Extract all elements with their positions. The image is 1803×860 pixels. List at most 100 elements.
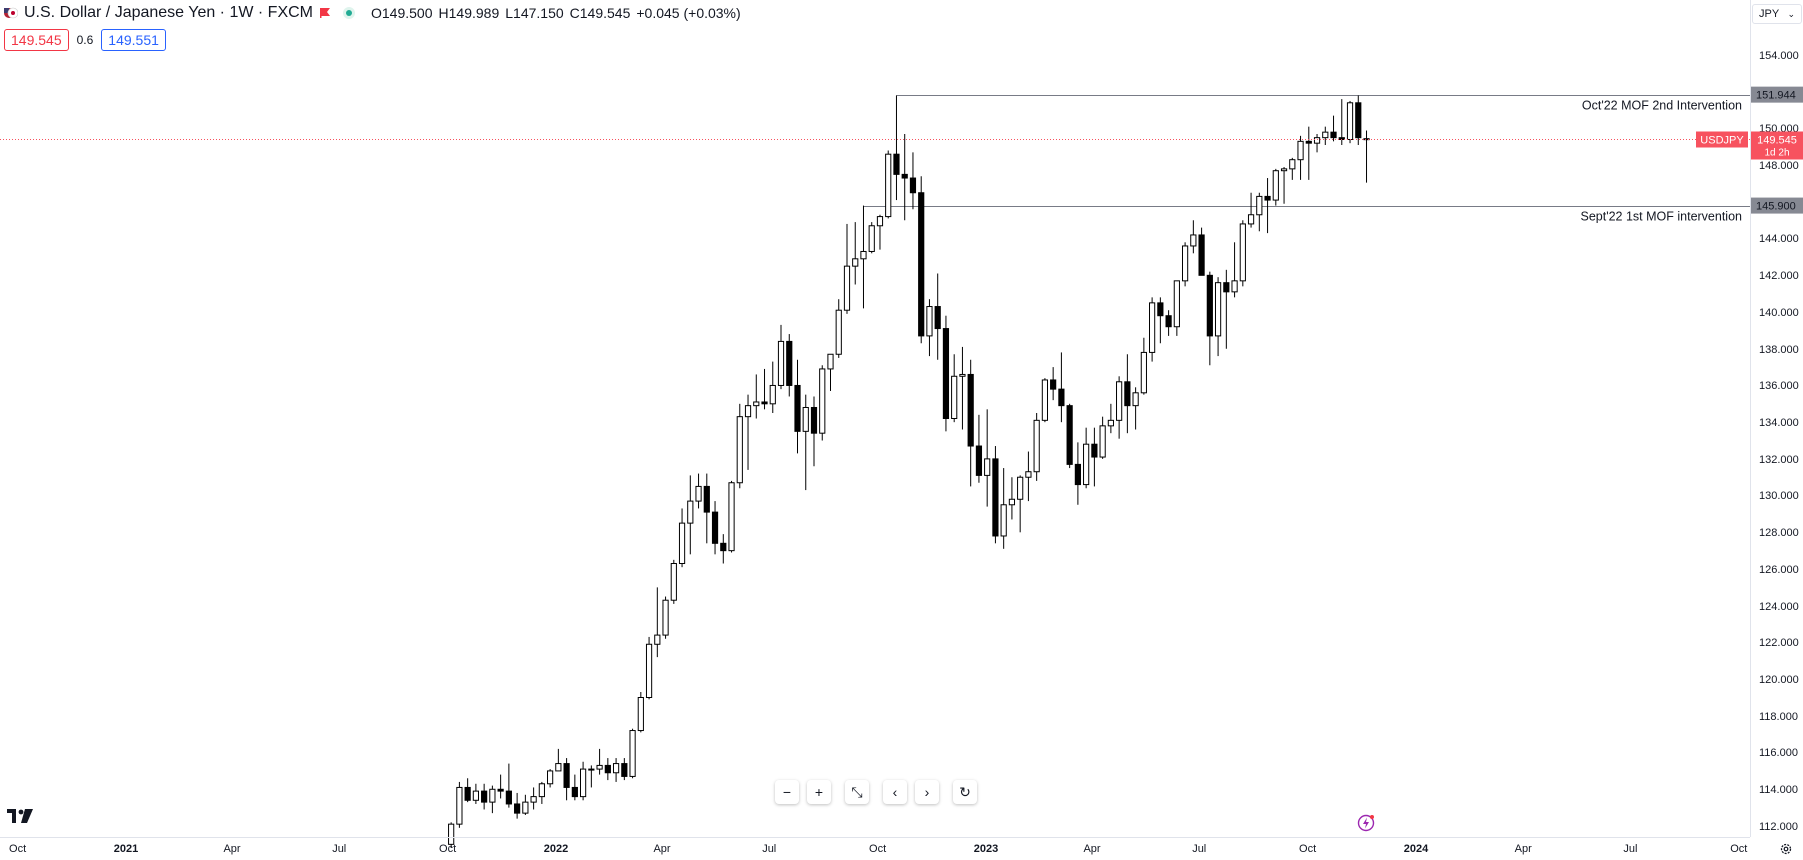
candle[interactable] — [1149, 297, 1156, 362]
sell-button[interactable]: 149.545 — [4, 29, 69, 51]
candle[interactable] — [975, 414, 983, 483]
candle[interactable] — [497, 774, 504, 799]
candle[interactable] — [1206, 271, 1213, 366]
candle[interactable] — [1041, 378, 1049, 423]
candle[interactable] — [893, 95, 900, 201]
candle[interactable] — [1074, 442, 1081, 505]
candle[interactable] — [522, 794, 529, 815]
candle[interactable] — [1363, 130, 1370, 183]
candle[interactable] — [852, 222, 859, 285]
candle[interactable] — [481, 783, 488, 810]
candle[interactable] — [579, 761, 587, 801]
candle[interactable] — [1107, 403, 1114, 434]
candle[interactable] — [637, 691, 644, 733]
candle[interactable] — [761, 368, 768, 410]
candle[interactable] — [1247, 192, 1255, 228]
scroll-left-button[interactable]: ‹ — [883, 780, 907, 804]
candle[interactable] — [1157, 297, 1164, 344]
candle[interactable] — [687, 475, 694, 555]
candle[interactable] — [934, 273, 941, 360]
candle[interactable] — [885, 150, 892, 219]
candle[interactable] — [720, 534, 727, 564]
candle[interactable] — [1289, 157, 1296, 180]
candle[interactable] — [1330, 115, 1337, 142]
candle[interactable] — [1116, 376, 1123, 439]
candle[interactable] — [530, 787, 537, 810]
candle[interactable] — [992, 446, 999, 544]
candle[interactable] — [1239, 220, 1246, 287]
candle[interactable] — [843, 223, 851, 314]
candle[interactable] — [1181, 242, 1189, 287]
candle[interactable] — [588, 765, 595, 788]
candle[interactable] — [909, 152, 917, 210]
candle[interactable] — [868, 222, 875, 254]
candle[interactable] — [1165, 310, 1172, 336]
candle[interactable] — [984, 409, 991, 507]
candle[interactable] — [876, 214, 884, 250]
candle[interactable] — [1256, 192, 1263, 232]
candle[interactable] — [1025, 451, 1032, 502]
candle[interactable] — [629, 728, 636, 779]
settings-gear-icon[interactable] — [1779, 842, 1793, 856]
candle[interactable] — [860, 205, 867, 309]
candle[interactable] — [456, 781, 463, 828]
candle[interactable] — [926, 299, 933, 357]
candle[interactable] — [728, 480, 735, 553]
candle[interactable] — [1000, 468, 1007, 549]
candle[interactable] — [1066, 403, 1073, 469]
candle[interactable] — [1198, 227, 1205, 276]
candle[interactable] — [967, 359, 974, 487]
candle[interactable] — [753, 374, 760, 419]
candle[interactable] — [959, 346, 966, 430]
flag-marker-icon[interactable] — [319, 7, 331, 19]
candle[interactable] — [678, 508, 686, 568]
candle[interactable] — [1017, 475, 1024, 533]
candle[interactable] — [1033, 412, 1040, 481]
candle[interactable] — [1280, 167, 1288, 204]
candle[interactable] — [472, 783, 479, 804]
candle[interactable] — [786, 334, 793, 397]
candle[interactable] — [1313, 133, 1321, 153]
candle[interactable] — [1264, 178, 1271, 234]
candle[interactable] — [547, 769, 554, 788]
candle[interactable] — [1058, 352, 1065, 423]
candle[interactable] — [827, 353, 834, 391]
candle[interactable] — [555, 748, 562, 772]
candle[interactable] — [1214, 277, 1222, 357]
refresh-button[interactable]: ↻ — [953, 780, 977, 804]
candle[interactable] — [448, 822, 455, 849]
candle[interactable] — [464, 778, 471, 803]
tradingview-logo-icon[interactable] — [7, 808, 39, 824]
candle[interactable] — [1231, 242, 1238, 298]
candle[interactable] — [736, 403, 743, 489]
candle[interactable] — [1083, 427, 1090, 489]
scroll-right-button[interactable]: › — [915, 780, 939, 804]
candle[interactable] — [802, 394, 809, 491]
candle[interactable] — [1008, 477, 1016, 520]
candle[interactable] — [489, 785, 496, 814]
symbol-title[interactable]: U.S. Dollar / Japanese Yen · 1W · FXCM — [24, 4, 313, 21]
candle[interactable] — [777, 324, 785, 390]
candle[interactable] — [505, 763, 512, 808]
candle[interactable] — [563, 758, 570, 801]
candle[interactable] — [612, 758, 620, 782]
candle[interactable] — [769, 361, 776, 413]
candle[interactable] — [1091, 427, 1098, 487]
candle[interactable] — [1338, 99, 1345, 146]
candle[interactable] — [1050, 367, 1057, 401]
candle[interactable] — [1140, 337, 1147, 395]
candle[interactable] — [670, 559, 677, 604]
time-axis[interactable]: Oct 2021 Apr Jul Oct 2022 Apr Jul Oct 2023 Apr Jul O… — [0, 837, 1750, 860]
candle[interactable] — [918, 176, 925, 344]
candle[interactable] — [1272, 168, 1279, 206]
zoom-in-button[interactable]: + — [807, 780, 831, 804]
currency-select[interactable]: JPY ⌄ — [1752, 4, 1802, 24]
candle[interactable] — [695, 473, 702, 509]
lightning-bolt-icon[interactable] — [1357, 814, 1375, 832]
candle[interactable] — [1223, 269, 1230, 349]
candle[interactable] — [901, 133, 908, 221]
candle[interactable] — [596, 748, 603, 775]
candle[interactable] — [744, 394, 752, 470]
candle[interactable] — [621, 758, 628, 781]
